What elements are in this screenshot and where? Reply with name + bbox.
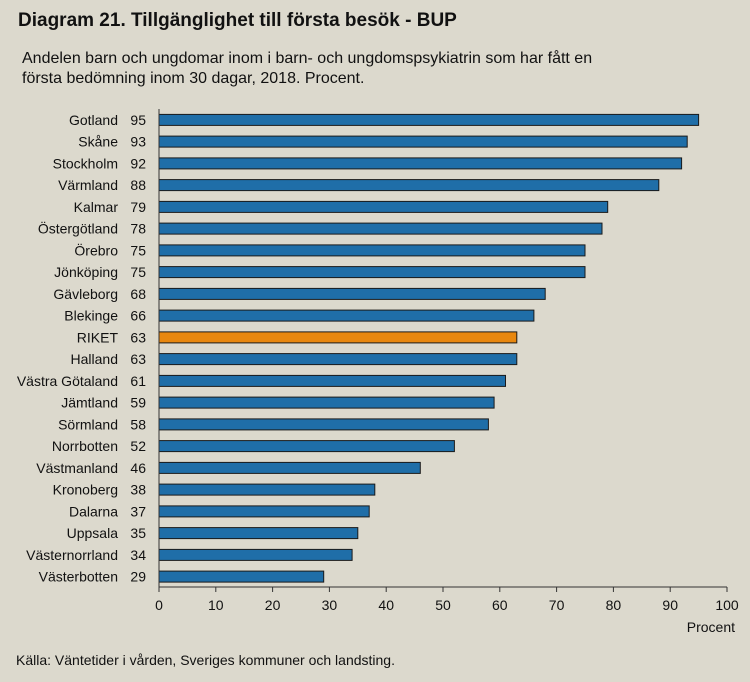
x-tick-label: 50 xyxy=(435,597,451,613)
bar xyxy=(158,157,683,170)
bar xyxy=(158,179,660,192)
category-label: Kalmar xyxy=(74,199,119,215)
value-label: 79 xyxy=(130,199,146,215)
category-label: Västmanland xyxy=(36,460,118,476)
bar xyxy=(158,374,506,387)
category-label: Sörmland xyxy=(58,416,118,432)
category-label: Gävleborg xyxy=(53,286,118,302)
category-label: Östergötland xyxy=(38,220,118,237)
category-label: Norrbotten xyxy=(52,438,118,454)
category-label: Blekinge xyxy=(64,308,118,324)
x-tick-label: 90 xyxy=(662,597,678,613)
chart-title: Diagram 21. Tillgänglighet till första b… xyxy=(18,10,457,31)
x-axis-title: Procent xyxy=(687,619,735,635)
value-label: 58 xyxy=(130,416,146,432)
value-label: 61 xyxy=(130,373,146,389)
subtitle-line-2: första bedömning inom 30 dagar, 2018. Pr… xyxy=(22,70,365,87)
category-label: Västra Götaland xyxy=(17,373,118,389)
category-label: Halland xyxy=(71,351,118,367)
bar xyxy=(158,570,325,583)
bar xyxy=(158,135,688,148)
bar xyxy=(158,244,586,257)
value-label: 63 xyxy=(130,351,146,367)
category-label: Värmland xyxy=(58,177,118,193)
category-label: Stockholm xyxy=(53,155,118,171)
category-label: Dalarna xyxy=(69,503,118,519)
value-label: 38 xyxy=(130,482,146,498)
value-label: 92 xyxy=(130,155,146,171)
value-label: 35 xyxy=(130,525,146,541)
x-tick-label: 20 xyxy=(265,597,281,613)
x-tick-label: 70 xyxy=(549,597,565,613)
x-tick-label: 80 xyxy=(606,597,622,613)
value-label: 88 xyxy=(130,177,146,193)
subtitle-line-1: Andelen barn och ungdomar inom i barn- o… xyxy=(22,50,593,67)
bar xyxy=(158,527,359,540)
value-label: 46 xyxy=(130,460,146,476)
value-label: 66 xyxy=(130,308,146,324)
value-label: 37 xyxy=(130,503,146,519)
value-label: 63 xyxy=(130,329,146,345)
value-label: 52 xyxy=(130,438,146,454)
category-label: Kronoberg xyxy=(53,482,118,498)
category-label: Gotland xyxy=(69,112,118,128)
value-label: 75 xyxy=(130,242,146,258)
value-label: 93 xyxy=(130,134,146,150)
bar xyxy=(158,396,495,409)
value-label: 68 xyxy=(130,286,146,302)
bar xyxy=(158,200,609,213)
x-tick-label: 100 xyxy=(715,597,739,613)
x-tick-label: 30 xyxy=(322,597,338,613)
value-label: 95 xyxy=(130,112,146,128)
bar xyxy=(158,331,518,344)
bar xyxy=(158,483,376,496)
category-label: Jämtland xyxy=(61,395,118,411)
bar xyxy=(158,287,546,300)
value-label: 75 xyxy=(130,264,146,280)
category-label: Skåne xyxy=(78,134,118,150)
bar xyxy=(158,461,421,474)
bar xyxy=(158,505,370,518)
value-label: 34 xyxy=(130,547,146,563)
bar xyxy=(158,418,489,431)
x-tick-label: 40 xyxy=(378,597,394,613)
bar xyxy=(158,309,535,322)
bar xyxy=(158,353,518,366)
bar xyxy=(158,440,455,453)
bar xyxy=(158,548,353,561)
bar xyxy=(158,222,603,235)
value-label: 78 xyxy=(130,221,146,237)
bar xyxy=(158,266,586,279)
category-label: Uppsala xyxy=(67,525,119,541)
x-tick-label: 10 xyxy=(208,597,224,613)
category-label: Örebro xyxy=(74,241,118,258)
category-label: Västerbotten xyxy=(39,569,118,585)
category-label: Jönköping xyxy=(54,264,118,280)
category-label: RIKET xyxy=(77,329,119,345)
x-tick-label: 0 xyxy=(155,597,163,613)
source-note: Källa: Väntetider i vården, Sveriges kom… xyxy=(16,652,395,668)
chart-subtitle: Andelen barn och ungdomar inom i barn- o… xyxy=(22,49,722,89)
value-label: 29 xyxy=(130,569,146,585)
bar xyxy=(158,113,700,126)
category-label: Västernorrland xyxy=(26,547,118,563)
x-tick-label: 60 xyxy=(492,597,508,613)
value-label: 59 xyxy=(130,395,146,411)
